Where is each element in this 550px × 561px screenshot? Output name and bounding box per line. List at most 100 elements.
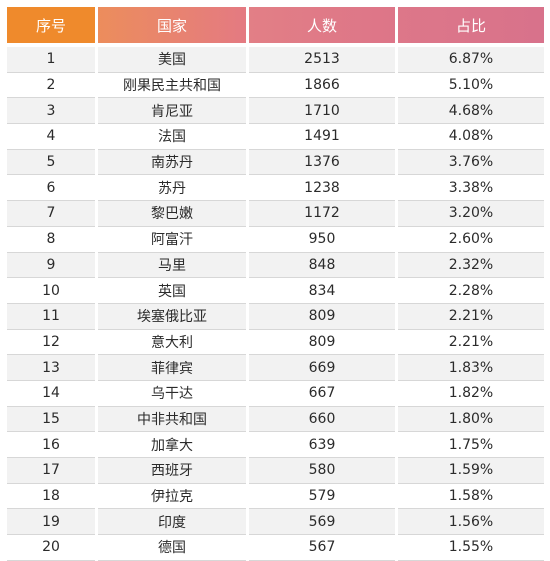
country-table: 序号 国家 人数 占比 1 美国 2513 6.87% 2 刚果民主共和国 1866 5.10… [4,7,547,561]
cell-index: 2 [7,72,95,99]
cell-count: 580 [249,458,395,484]
cell-count: 567 [249,535,395,561]
table-row: 8 阿富汗 950 2.60% [7,226,544,253]
table-row: 17 西班牙 580 1.59% [7,458,544,484]
cell-share: 2.21% [398,329,544,356]
cell-count: 579 [249,483,395,510]
header-index: 序号 [7,7,95,47]
cell-count: 2513 [249,47,395,73]
cell-index: 11 [7,303,95,330]
header-country: 国家 [98,7,246,47]
table-body: 1 美国 2513 6.87% 2 刚果民主共和国 1866 5.10% 3 肯尼亚 1710 4.6… [7,47,544,561]
cell-country: 阿富汗 [98,226,246,253]
table-row: 20 德国 567 1.55% [7,535,544,561]
cell-country: 乌干达 [98,380,246,407]
cell-index: 5 [7,149,95,176]
cell-share: 1.55% [398,535,544,561]
cell-share: 1.75% [398,432,544,458]
table-row: 4 法国 1491 4.08% [7,124,544,150]
cell-share: 1.82% [398,380,544,407]
cell-share: 1.83% [398,355,544,381]
cell-index: 18 [7,483,95,510]
country-table-container: 序号 国家 人数 占比 1 美国 2513 6.87% 2 刚果民主共和国 1866 5.10… [7,7,544,561]
cell-index: 16 [7,432,95,458]
table-row: 19 印度 569 1.56% [7,509,544,536]
cell-country: 黎巴嫩 [98,201,246,227]
header-share: 占比 [398,7,544,47]
cell-count: 848 [249,252,395,279]
table-row: 13 菲律宾 669 1.83% [7,355,544,381]
table-row: 11 埃塞俄比亚 809 2.21% [7,303,544,330]
cell-count: 1710 [249,98,395,125]
cell-country: 马里 [98,252,246,279]
cell-count: 1491 [249,124,395,150]
cell-count: 1172 [249,201,395,227]
cell-count: 667 [249,380,395,407]
cell-index: 14 [7,380,95,407]
table-row: 5 南苏丹 1376 3.76% [7,149,544,176]
cell-index: 9 [7,252,95,279]
cell-share: 1.59% [398,458,544,484]
cell-count: 809 [249,329,395,356]
cell-share: 2.21% [398,303,544,330]
cell-index: 6 [7,175,95,202]
cell-share: 4.08% [398,124,544,150]
cell-country: 伊拉克 [98,483,246,510]
cell-country: 美国 [98,47,246,73]
cell-index: 1 [7,47,95,73]
cell-index: 10 [7,278,95,304]
cell-index: 4 [7,124,95,150]
cell-country: 加拿大 [98,432,246,458]
cell-share: 1.58% [398,483,544,510]
cell-share: 1.56% [398,509,544,536]
cell-count: 1376 [249,149,395,176]
header-count: 人数 [249,7,395,47]
cell-count: 1866 [249,72,395,99]
cell-index: 17 [7,458,95,484]
table-row: 15 中非共和国 660 1.80% [7,406,544,433]
cell-country: 意大利 [98,329,246,356]
cell-count: 660 [249,406,395,433]
cell-share: 4.68% [398,98,544,125]
cell-index: 19 [7,509,95,536]
table-row: 1 美国 2513 6.87% [7,47,544,73]
cell-index: 3 [7,98,95,125]
cell-share: 3.76% [398,149,544,176]
cell-share: 3.38% [398,175,544,202]
cell-count: 1238 [249,175,395,202]
cell-share: 2.28% [398,278,544,304]
cell-count: 950 [249,226,395,253]
cell-count: 669 [249,355,395,381]
cell-index: 12 [7,329,95,356]
table-row: 10 英国 834 2.28% [7,278,544,304]
cell-index: 20 [7,535,95,561]
cell-share: 3.20% [398,201,544,227]
table-row: 2 刚果民主共和国 1866 5.10% [7,72,544,99]
cell-share: 2.60% [398,226,544,253]
cell-country: 中非共和国 [98,406,246,433]
cell-country: 肯尼亚 [98,98,246,125]
cell-country: 西班牙 [98,458,246,484]
table-row: 12 意大利 809 2.21% [7,329,544,356]
table-row: 6 苏丹 1238 3.38% [7,175,544,202]
cell-count: 639 [249,432,395,458]
cell-share: 1.80% [398,406,544,433]
cell-country: 刚果民主共和国 [98,72,246,99]
cell-index: 15 [7,406,95,433]
cell-count: 569 [249,509,395,536]
cell-country: 南苏丹 [98,149,246,176]
cell-share: 5.10% [398,72,544,99]
table-row: 9 马里 848 2.32% [7,252,544,279]
cell-index: 7 [7,201,95,227]
cell-count: 809 [249,303,395,330]
cell-country: 印度 [98,509,246,536]
cell-index: 13 [7,355,95,381]
header-row: 序号 国家 人数 占比 [7,7,544,47]
cell-index: 8 [7,226,95,253]
table-row: 7 黎巴嫩 1172 3.20% [7,201,544,227]
cell-country: 苏丹 [98,175,246,202]
cell-count: 834 [249,278,395,304]
cell-country: 菲律宾 [98,355,246,381]
cell-share: 6.87% [398,47,544,73]
table-row: 18 伊拉克 579 1.58% [7,483,544,510]
